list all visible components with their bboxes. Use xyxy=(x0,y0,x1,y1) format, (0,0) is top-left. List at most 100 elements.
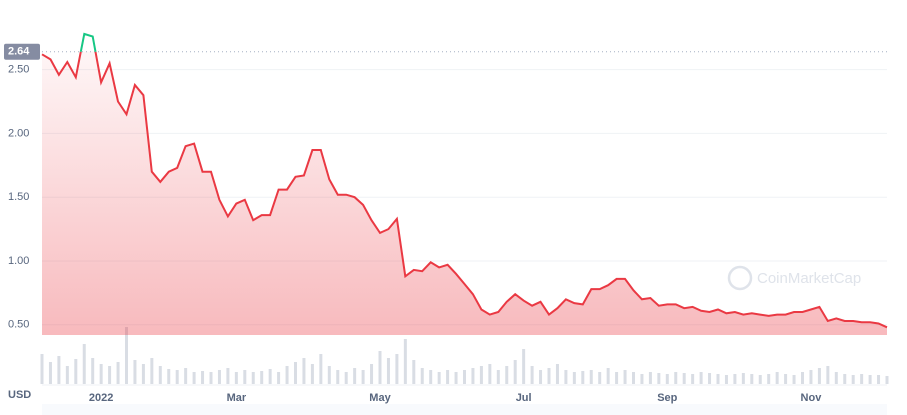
volume-bar xyxy=(674,372,678,384)
x-tick-label: Jul xyxy=(516,392,532,404)
volume-bar xyxy=(691,374,695,384)
volume-bar xyxy=(708,373,712,384)
volume-bar xyxy=(201,371,205,384)
volume-bar xyxy=(386,358,390,384)
volume-bar xyxy=(403,339,407,384)
volume-bar xyxy=(175,370,179,384)
volume-bar xyxy=(294,362,297,384)
y-tick-label: 1.00 xyxy=(8,255,29,267)
volume-bar xyxy=(868,375,872,384)
volume-bar xyxy=(471,368,475,384)
volume-bar xyxy=(463,370,466,384)
volume-bar xyxy=(158,366,162,384)
volume-bar xyxy=(336,370,340,384)
volume-bar xyxy=(801,372,804,384)
volume-bar xyxy=(277,372,281,384)
volume-bar xyxy=(40,354,44,384)
volume-bar xyxy=(141,364,145,384)
volume-bar xyxy=(150,358,154,384)
volume-bar xyxy=(885,376,889,384)
volume-bar xyxy=(572,372,576,384)
y-tick-label: 2.00 xyxy=(8,127,29,139)
price-line-down xyxy=(41,51,888,329)
volume-bar xyxy=(446,370,450,384)
volume-bar xyxy=(48,362,52,384)
y-tick-label: 2.50 xyxy=(8,64,29,76)
volume-bar xyxy=(699,372,703,384)
volume-bar xyxy=(302,358,306,384)
volume-bar xyxy=(395,354,399,384)
volume-bar xyxy=(344,372,348,384)
volume-bar xyxy=(429,370,433,384)
volume-bar xyxy=(589,370,593,384)
volume-bar xyxy=(437,372,441,384)
volume-bar xyxy=(209,372,213,384)
volume-bar xyxy=(378,351,382,384)
y-tick-label: 0.50 xyxy=(8,319,29,331)
volume-bar xyxy=(285,366,289,384)
volume-bar xyxy=(108,366,112,384)
volume-bar xyxy=(234,372,238,384)
volume-bar xyxy=(792,375,796,384)
volume-bar xyxy=(716,374,720,384)
currency-label: USD xyxy=(8,389,31,401)
volume-bar xyxy=(243,370,247,384)
volume-bar xyxy=(217,370,221,384)
watermark: CoinMarketCap xyxy=(727,265,861,291)
volume-bar xyxy=(530,366,534,384)
axis-strip xyxy=(42,404,887,415)
volume-bar xyxy=(750,374,754,384)
volume-bar xyxy=(505,366,509,384)
volume-bar xyxy=(564,370,568,384)
volume-bar xyxy=(479,366,483,384)
volume-bar xyxy=(327,366,331,384)
volume-bar xyxy=(260,371,264,384)
x-tick-label: May xyxy=(369,392,391,404)
reference-tag xyxy=(4,43,40,60)
volume-bar xyxy=(775,372,779,384)
reference-label: 2.64 xyxy=(8,46,30,58)
volume-bar xyxy=(167,369,171,384)
volume-bar xyxy=(547,368,551,384)
volume-bar xyxy=(370,364,374,384)
volume-bar xyxy=(488,364,492,384)
volume-bar xyxy=(598,372,602,384)
volume-bar xyxy=(82,344,86,384)
volume-bar xyxy=(724,375,728,384)
volume-bar xyxy=(133,360,137,384)
volume-bar xyxy=(809,370,813,384)
volume-bar xyxy=(826,366,830,384)
volume-bar xyxy=(125,327,128,384)
x-tick-label: Mar xyxy=(227,392,247,404)
volume-bar xyxy=(99,364,103,384)
volume-bar xyxy=(310,364,314,384)
volume-bar xyxy=(319,354,323,384)
volume-bar xyxy=(226,368,230,384)
volume-bar xyxy=(116,362,120,384)
volume-bar xyxy=(758,375,762,384)
volume-bar xyxy=(91,358,95,384)
volume-bar xyxy=(623,370,627,384)
volume-bar xyxy=(522,349,526,384)
volume-bar xyxy=(555,364,559,384)
volume-bar xyxy=(741,373,745,384)
x-tick-label: Nov xyxy=(801,392,823,404)
y-tick-label: 1.50 xyxy=(8,191,29,203)
volume-bar xyxy=(733,374,737,384)
volume-bar xyxy=(632,372,635,384)
volume-bar xyxy=(420,368,424,384)
volume-bar xyxy=(251,372,255,384)
volume-bar xyxy=(192,372,196,384)
volume-bar xyxy=(817,368,821,384)
volume-bar xyxy=(648,372,652,384)
volume-bar xyxy=(665,374,669,384)
volume-bar xyxy=(353,368,357,384)
volume-bar xyxy=(877,375,881,384)
volume-bar xyxy=(657,373,661,384)
volume-bar xyxy=(268,369,272,384)
volume-bar xyxy=(65,366,69,384)
volume-bar xyxy=(74,359,78,384)
volume-bar xyxy=(57,356,61,384)
volume-bar xyxy=(361,370,365,384)
